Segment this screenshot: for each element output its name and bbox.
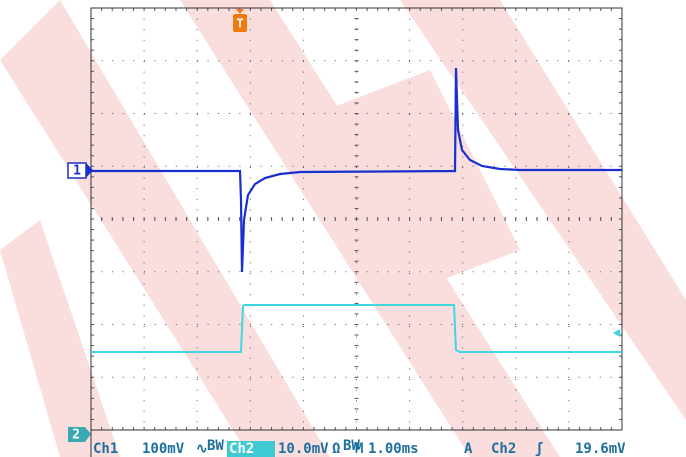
status-text: A	[464, 441, 473, 457]
status-text: BW	[343, 438, 360, 454]
ch1-marker-label: 1	[73, 164, 81, 179]
ch2-trace	[91, 304, 622, 353]
ch2-marker: 2	[68, 427, 91, 443]
ch1-trace	[91, 67, 622, 273]
status-text: BW	[207, 438, 224, 454]
ch2-marker-label: 2	[72, 428, 80, 443]
status-text: Ch1	[93, 441, 118, 457]
ch2-highlight	[227, 441, 275, 457]
status-text: Ω	[332, 441, 340, 457]
status-text: Ch2	[491, 441, 516, 457]
status-text: M	[355, 441, 363, 457]
trigger-marker-label: T	[236, 17, 243, 31]
status-text: ʃ	[535, 441, 543, 457]
trigger-level-arrow	[613, 329, 620, 337]
status-text: 19.6mV	[575, 441, 626, 457]
status-text: 100mV	[142, 441, 185, 457]
status-text: Ch2	[229, 441, 254, 457]
status-bar: Ch1 100mV ∿ BW Ch2 10.0mV Ω BW M 1.00ms …	[90, 430, 626, 457]
status-text: 1.00ms	[368, 441, 419, 457]
status-text: ∿	[196, 441, 208, 457]
grid-border	[90, 7, 623, 431]
trigger-marker: T	[233, 9, 247, 32]
status-text: 10.0mV	[278, 441, 329, 457]
ch1-marker: 1	[67, 162, 93, 179]
